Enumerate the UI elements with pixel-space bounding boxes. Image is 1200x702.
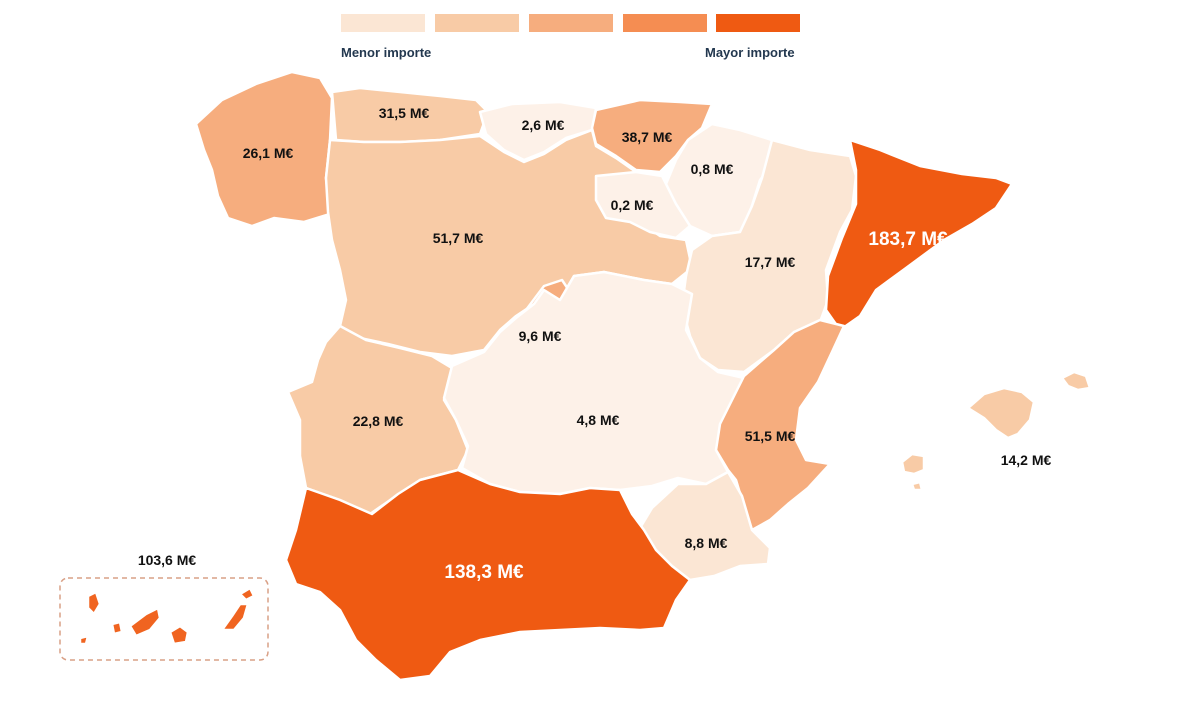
label-canarias: 103,6 M€ (138, 552, 197, 568)
region-baleares-mallorca[interactable] (966, 386, 1036, 440)
label-asturias: 31,5 M€ (379, 105, 430, 121)
label-baleares: 14,2 M€ (1001, 452, 1052, 468)
label-madrid: 9,6 M€ (519, 328, 562, 344)
label-andalucia: 138,3 M€ (444, 562, 524, 583)
legend: Menor importe Mayor importe (0, 0, 1200, 70)
legend-swatch-1 (341, 14, 425, 32)
region-andalucia[interactable] (284, 468, 692, 682)
legend-swatch-5 (716, 14, 800, 32)
canarias-inset-box (59, 577, 269, 661)
label-aragon: 17,7 M€ (745, 254, 796, 270)
legend-min-label: Menor importe (341, 45, 432, 60)
region-aragon[interactable] (680, 138, 858, 374)
label-pais-vasco: 38,7 M€ (622, 129, 673, 145)
region-baleares-formentera[interactable] (910, 480, 924, 492)
label-castilla-leon: 51,7 M€ (433, 230, 484, 246)
label-cantabria: 2,6 M€ (522, 117, 565, 133)
region-cataluna[interactable] (824, 138, 1014, 332)
label-galicia: 26,1 M€ (243, 145, 294, 161)
label-cataluna: 183,7 M€ (868, 229, 948, 250)
label-extremadura: 22,8 M€ (353, 413, 404, 429)
region-canarias-gran-canaria[interactable] (168, 624, 190, 646)
region-baleares-menorca[interactable] (1060, 370, 1092, 392)
legend-max-label: Mayor importe (705, 45, 795, 60)
label-murcia: 8,8 M€ (685, 535, 728, 551)
region-baleares-ibiza[interactable] (900, 452, 926, 476)
region-canarias-gomera[interactable] (110, 620, 124, 636)
region-valencia[interactable] (714, 318, 846, 532)
label-la-rioja: 0,2 M€ (611, 197, 654, 213)
legend-swatch-2 (435, 14, 519, 32)
region-canarias-la-palma[interactable] (86, 590, 102, 616)
label-castilla-la-mancha: 4,8 M€ (577, 412, 620, 428)
label-navarra: 0,8 M€ (691, 161, 734, 177)
region-canarias-hierro[interactable] (78, 634, 90, 646)
legend-swatch-3 (529, 14, 613, 32)
region-canarias-fuerteventura[interactable] (220, 602, 250, 632)
region-canarias-tenerife[interactable] (128, 606, 162, 638)
region-la-rioja[interactable] (594, 170, 692, 240)
region-canarias-lanzarote[interactable] (238, 586, 256, 602)
region-castilla-la-mancha[interactable] (442, 270, 746, 496)
region-cantabria[interactable] (478, 100, 598, 162)
legend-swatch-4 (623, 14, 707, 32)
label-valencia: 51,5 M€ (745, 428, 796, 444)
